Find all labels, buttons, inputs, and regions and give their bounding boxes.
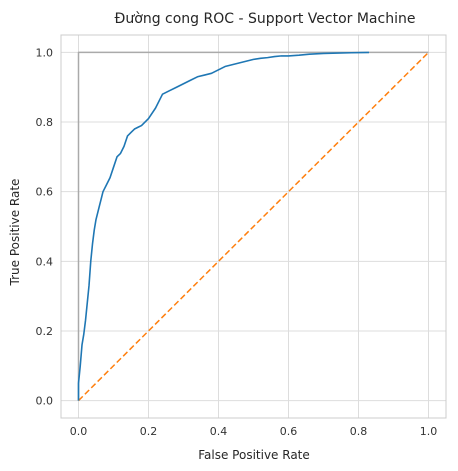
roc-curve-line	[77, 51, 370, 401]
x-tick-label: 0.6	[280, 425, 298, 438]
y-tick-label: 0.6	[36, 186, 54, 199]
series-layer	[77, 51, 430, 402]
x-tick-labels: 0.0 0.2 0.4 0.6 0.8 1.0	[70, 425, 438, 438]
perfect-classifier-line	[77, 51, 429, 401]
plot-frame	[60, 34, 447, 419]
y-tick-label: 0.0	[36, 395, 54, 408]
x-tick-label: 0.8	[350, 425, 368, 438]
y-axis-label: True Positive Rate	[8, 179, 22, 287]
y-tick-labels: 0.0 0.2 0.4 0.6 0.8 1.0	[36, 46, 54, 407]
x-tick-label: 0.0	[70, 425, 88, 438]
x-tick-label: 0.2	[140, 425, 158, 438]
chance-diagonal-line	[77, 51, 430, 402]
x-axis-label: False Positive Rate	[198, 448, 310, 462]
y-tick-label: 1.0	[36, 46, 54, 59]
y-tick-label: 0.2	[36, 325, 54, 338]
y-tick-label: 0.8	[36, 116, 54, 129]
y-tick-label: 0.4	[36, 255, 54, 268]
x-tick-label: 1.0	[420, 425, 438, 438]
chart-title: Đường cong ROC - Support Vector Machine	[115, 11, 416, 27]
x-tick-label: 0.4	[210, 425, 228, 438]
